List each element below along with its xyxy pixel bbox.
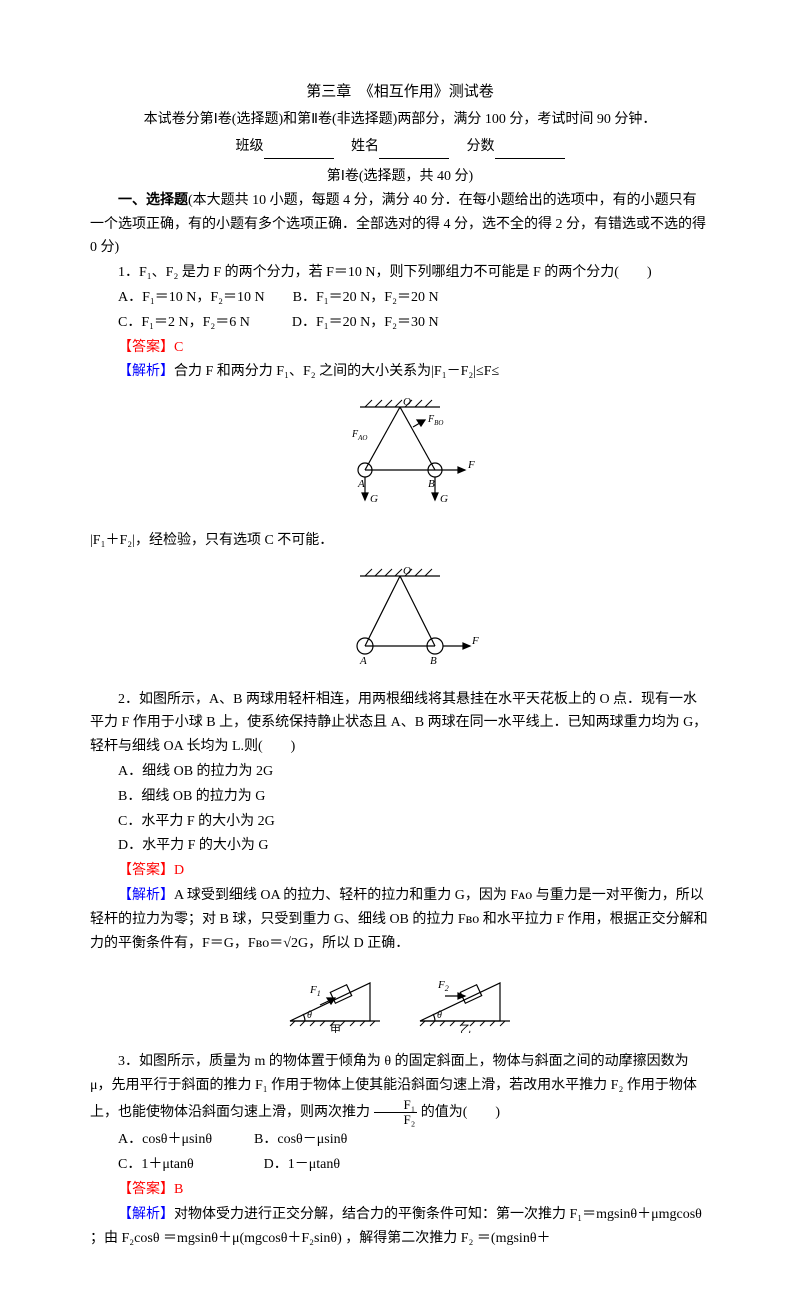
- q3-options-cd: C．1＋μtanθ D．1－μtanθ: [90, 1153, 710, 1177]
- q2-explain-label: 【解析】: [118, 888, 174, 903]
- q2-explain-text: A 球受到细线 OA 的拉力、轻杆的拉力和重力 G，因为 Fᴀᴏ 与重力是一对平…: [90, 888, 708, 951]
- q1-stem: 1．F₁、F₂ 是力 F 的两个分力，若 F＝10 N，则下列哪组力不可能是 F…: [90, 261, 710, 285]
- part1-title: 第Ⅰ卷(选择题，共 40 分): [90, 165, 710, 189]
- svg-text:G: G: [370, 493, 378, 505]
- section1-label: 一、选择题: [118, 193, 188, 208]
- q1-num: 1．: [118, 265, 139, 280]
- diagram-triangle-2: O F A B: [320, 561, 480, 671]
- svg-text:F1: F1: [309, 984, 321, 998]
- q2-optB: B．细线 OB 的拉力为 G: [90, 785, 710, 809]
- section1-heading: 一、选择题(本大题共 10 小题，每题 4 分，满分 40 分．在每小题给出的选…: [90, 189, 710, 260]
- svg-text:G: G: [440, 493, 448, 505]
- q3-options-ab: A．cosθ＋μsinθ B．cosθ－μsinθ: [90, 1128, 710, 1152]
- blank-name: [379, 145, 449, 159]
- q3-explain-label: 【解析】: [118, 1207, 174, 1222]
- q1-text: F₁、F₂ 是力 F 的两个分力，若 F＝10 N，则下列哪组力不可能是 F 的…: [139, 265, 652, 280]
- q2-num: 2．: [118, 692, 139, 707]
- svg-text:O: O: [403, 396, 411, 408]
- q1-figure: O FBO FAO F A B G G: [90, 392, 710, 521]
- q1-explain-text1: 合力 F 和两分力 F₁、F₂ 之间的大小关系为|F₁－F₂|≤F≤: [174, 364, 499, 379]
- svg-text:F2: F2: [437, 979, 449, 993]
- svg-text:FBO: FBO: [427, 414, 443, 427]
- svg-text:O: O: [403, 565, 411, 577]
- svg-text:θ: θ: [307, 1010, 312, 1021]
- svg-text:甲: 甲: [330, 1024, 341, 1033]
- q2-explain: 【解析】A 球受到细线 OA 的拉力、轻杆的拉力和重力 G，因为 Fᴀᴏ 与重力…: [90, 884, 710, 955]
- blank-score: [495, 145, 565, 159]
- q1-options-cd: C．F₁＝2 N，F₂＝6 N D．F₁＝20 N，F₂＝30 N: [90, 311, 710, 335]
- label-class: 班级: [236, 139, 264, 154]
- form-row: 班级 姓名 分数: [90, 135, 710, 159]
- q1-answer: 【答案】C: [90, 336, 710, 360]
- q3-answer: 【答案】B: [90, 1178, 710, 1202]
- q1-explain-line2: |F₁＋F₂|，经检验，只有选项 C 不可能．: [90, 529, 710, 553]
- q3-explain-text: 对物体受力进行正交分解，结合力的平衡条件可知：第一次推力 F₁＝mgsinθ＋μ…: [90, 1207, 702, 1246]
- q1-explain-label: 【解析】: [118, 364, 174, 379]
- label-score: 分数: [467, 139, 495, 154]
- blank-class: [264, 145, 334, 159]
- q2-optC: C．水平力 F 的大小为 2G: [90, 810, 710, 834]
- q3-fraction: F₁F₂: [374, 1098, 418, 1128]
- svg-text:A: A: [359, 655, 367, 667]
- frac-den: F₂: [374, 1113, 418, 1127]
- label-name: 姓名: [351, 139, 379, 154]
- q2-answer: 【答案】D: [90, 859, 710, 883]
- q3-figure: F1 F2 θ θ 甲 乙: [90, 963, 710, 1042]
- diagram-inclines: F1 F2 θ θ 甲 乙: [270, 963, 530, 1033]
- exam-info: 本试卷分第Ⅰ卷(选择题)和第Ⅱ卷(非选择题)两部分，满分 100 分，考试时间 …: [90, 108, 710, 132]
- q3-stem: 3．如图所示，质量为 m 的物体置于倾角为 θ 的固定斜面上，物体与斜面之间的动…: [90, 1050, 710, 1127]
- q2-optA: A．细线 OB 的拉力为 2G: [90, 760, 710, 784]
- svg-text:FAO: FAO: [351, 429, 367, 442]
- q3-num: 3．: [118, 1054, 139, 1069]
- q2-optD: D．水平力 F 的大小为 G: [90, 834, 710, 858]
- q2-stem: 2．如图所示，A、B 两球用轻杆相连，用两根细线将其悬挂在水平天花板上的 O 点…: [90, 688, 710, 759]
- svg-text:B: B: [428, 478, 435, 490]
- svg-text:θ: θ: [437, 1010, 442, 1021]
- q2-text: 如图所示，A、B 两球用轻杆相连，用两根细线将其悬挂在水平天花板上的 O 点．现…: [90, 692, 707, 755]
- svg-text:F: F: [467, 459, 475, 471]
- svg-text:乙: 乙: [460, 1023, 471, 1033]
- svg-text:F: F: [471, 635, 479, 647]
- frac-num: F₁: [374, 1098, 418, 1113]
- diagram-triangle-1: O FBO FAO F A B G G: [320, 392, 480, 512]
- svg-text:A: A: [357, 478, 365, 490]
- q3-text-b: 的值为( ): [421, 1105, 500, 1120]
- q2-figure: O F A B: [90, 561, 710, 680]
- q1-options-ab: A．F₁＝10 N，F₂＝10 N B．F₁＝20 N，F₂＝20 N: [90, 286, 710, 310]
- chapter-title: 第三章 《相互作用》测试卷: [90, 80, 710, 106]
- q3-explain: 【解析】对物体受力进行正交分解，结合力的平衡条件可知：第一次推力 F₁＝mgsi…: [90, 1203, 710, 1251]
- q1-explain-line1: 【解析】合力 F 和两分力 F₁、F₂ 之间的大小关系为|F₁－F₂|≤F≤: [90, 360, 710, 384]
- svg-text:B: B: [430, 655, 437, 667]
